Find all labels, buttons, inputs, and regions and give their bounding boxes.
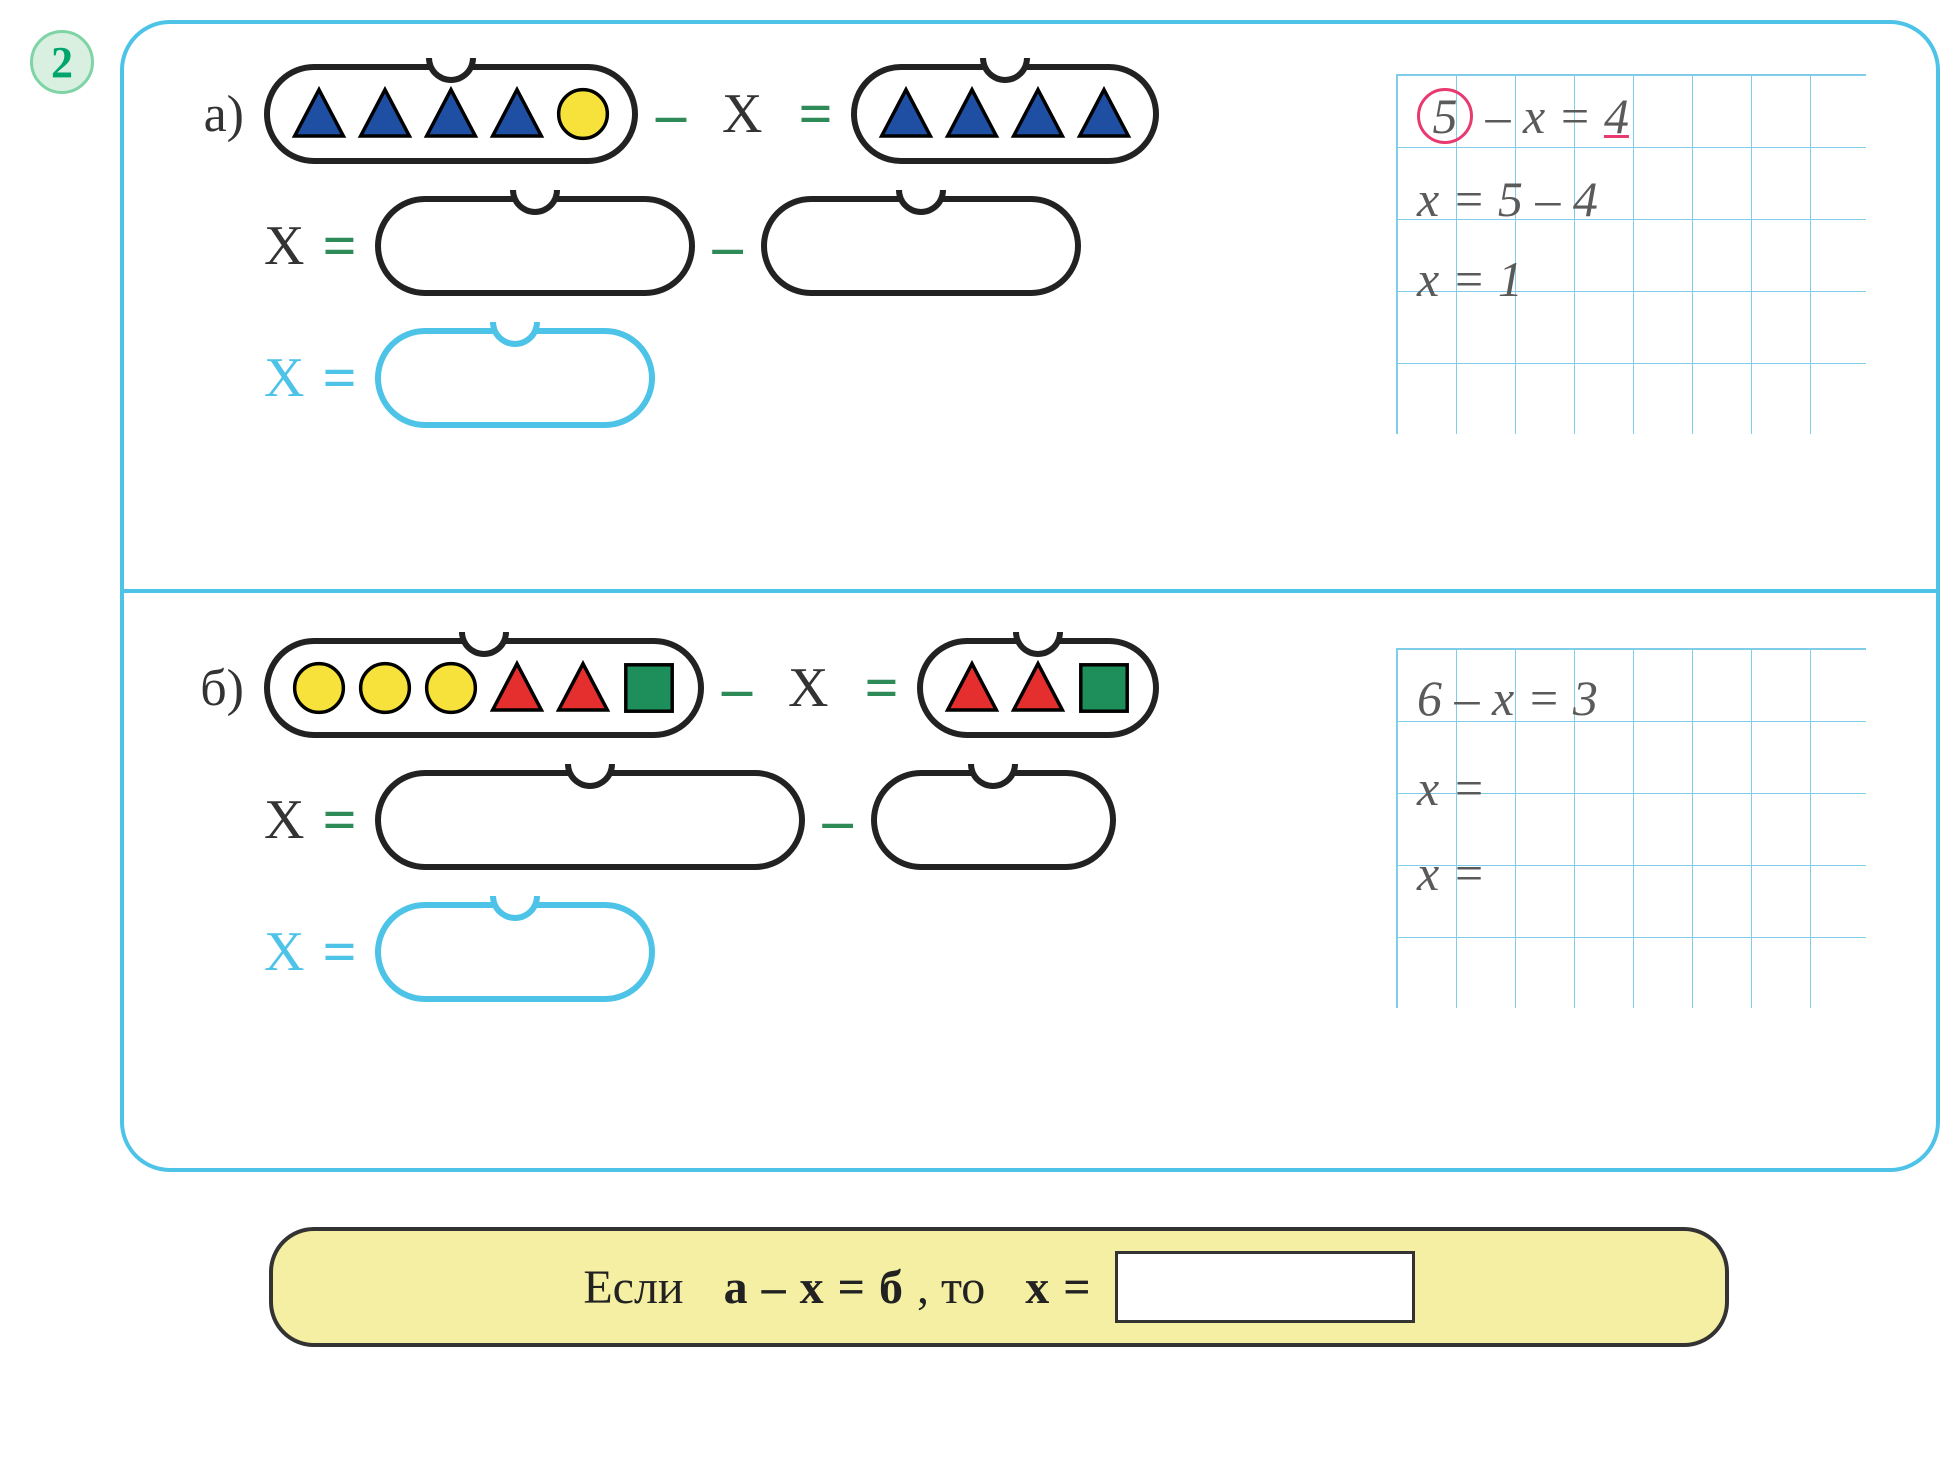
- rule-b: б: [879, 1260, 903, 1315]
- underlined-value: 4: [1604, 87, 1629, 145]
- worksheet-grid-a[interactable]: 5 – x = 4 x = 5 – 4 x = 1: [1396, 74, 1866, 434]
- label-b: б): [174, 659, 244, 718]
- triangle-icon: [943, 659, 1001, 717]
- grid-line-a1: 5 – x = 4: [1417, 87, 1629, 145]
- rule-x: x: [800, 1260, 824, 1315]
- x-variable: X: [722, 82, 762, 146]
- problem-number: 2: [30, 30, 94, 94]
- triangle-icon: [1009, 659, 1067, 717]
- circle-icon: [422, 659, 480, 717]
- circle-icon: [356, 659, 414, 717]
- grid-line-b3: x =: [1417, 844, 1485, 902]
- rule-eq: =: [838, 1260, 865, 1315]
- circle-icon: [290, 659, 348, 717]
- grid-text: – x =: [1486, 88, 1604, 144]
- rule-answer-blank[interactable]: [1115, 1251, 1415, 1323]
- equals-sign: =: [798, 80, 832, 149]
- rule-box: Если a – x = б , то x =: [269, 1227, 1729, 1347]
- triangle-icon: [1075, 85, 1133, 143]
- bag-tab-icon: [896, 190, 946, 215]
- bag-tab-icon: [1013, 632, 1063, 657]
- blank-bag[interactable]: [375, 770, 805, 870]
- label-a: а): [174, 85, 244, 144]
- part-a: а) – X = X = –: [174, 64, 1886, 544]
- equals-sign: =: [322, 344, 356, 413]
- grid-line-b2: x =: [1417, 759, 1485, 817]
- answer-bag[interactable]: [375, 328, 655, 428]
- bag-tab-icon: [490, 896, 540, 921]
- blank-bag[interactable]: [871, 770, 1116, 870]
- equals-sign: =: [864, 654, 898, 723]
- bag-tab-icon: [426, 58, 476, 83]
- equals-sign: =: [322, 786, 356, 855]
- blank-bag[interactable]: [761, 196, 1081, 296]
- grid-line-a2: x = 5 – 4: [1417, 170, 1598, 228]
- bag-b-left: [264, 638, 704, 738]
- minus-sign: –: [656, 80, 686, 149]
- bag-tab-icon: [980, 58, 1030, 83]
- x-variable-answer: X: [264, 920, 304, 984]
- equals-sign: =: [322, 918, 356, 987]
- triangle-icon: [290, 85, 348, 143]
- triangle-icon: [488, 659, 546, 717]
- circled-value: 5: [1417, 88, 1473, 144]
- rule-a: a: [724, 1260, 748, 1315]
- triangle-icon: [943, 85, 1001, 143]
- triangle-icon: [1009, 85, 1067, 143]
- bag-a-left: [264, 64, 638, 164]
- minus-sign: –: [713, 212, 743, 281]
- bag-tab-icon: [510, 190, 560, 215]
- bag-tab-icon: [459, 632, 509, 657]
- bag-b-right: [917, 638, 1159, 738]
- section-divider: [124, 589, 1936, 593]
- triangle-icon: [554, 659, 612, 717]
- triangle-icon: [877, 85, 935, 143]
- grid-line-b1: 6 – x = 3: [1417, 669, 1598, 727]
- triangle-icon: [488, 85, 546, 143]
- rule-eq2: =: [1063, 1260, 1090, 1315]
- circle-icon: [554, 85, 612, 143]
- rule-mid: , то: [917, 1260, 985, 1315]
- triangle-icon: [422, 85, 480, 143]
- bag-tab-icon: [968, 764, 1018, 789]
- triangle-icon: [356, 85, 414, 143]
- bag-tab-icon: [490, 322, 540, 347]
- minus-sign: –: [722, 654, 752, 723]
- part-b: б) – X = X = –: [174, 638, 1886, 1118]
- square-icon: [1075, 659, 1133, 717]
- x-variable: X: [788, 656, 828, 720]
- square-icon: [620, 659, 678, 717]
- rule-x2: x: [1025, 1260, 1049, 1315]
- x-variable: X: [264, 214, 304, 278]
- equals-sign: =: [322, 212, 356, 281]
- minus-sign: –: [823, 786, 853, 855]
- x-variable: X: [264, 788, 304, 852]
- worksheet-grid-b[interactable]: 6 – x = 3 x = x =: [1396, 648, 1866, 1008]
- bag-a-right: [851, 64, 1159, 164]
- exercise-frame: а) – X = X = –: [120, 20, 1940, 1172]
- blank-bag[interactable]: [375, 196, 695, 296]
- bag-tab-icon: [565, 764, 615, 789]
- x-variable-answer: X: [264, 346, 304, 410]
- rule-prefix: Если: [583, 1260, 683, 1315]
- answer-bag[interactable]: [375, 902, 655, 1002]
- rule-minus: –: [762, 1260, 786, 1315]
- grid-line-a3: x = 1: [1417, 250, 1523, 308]
